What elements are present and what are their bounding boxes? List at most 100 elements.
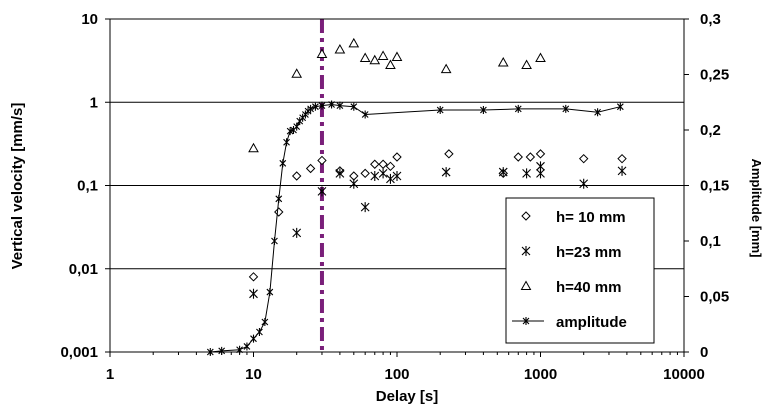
data-point-triangle bbox=[385, 59, 396, 70]
data-point-star bbox=[378, 168, 388, 179]
data-point-triangle bbox=[291, 68, 303, 78]
data-point-diamond bbox=[370, 159, 380, 169]
amplitude-point bbox=[318, 101, 326, 110]
x-axis-title: Delay [s] bbox=[376, 388, 439, 405]
data-point-triangle bbox=[316, 48, 328, 58]
y-tick-label: 1 bbox=[90, 94, 98, 111]
y2-tick-label: 0,05 bbox=[700, 289, 729, 306]
data-point-star bbox=[536, 168, 545, 179]
data-point-diamond bbox=[444, 149, 454, 159]
legend-marker-diamond bbox=[521, 211, 531, 221]
data-point-diamond bbox=[513, 152, 523, 162]
x-tick-label: 10000 bbox=[663, 366, 705, 383]
data-point-star bbox=[579, 178, 589, 189]
data-point-diamond bbox=[378, 159, 388, 169]
data-point-triangle bbox=[497, 57, 509, 67]
legend-item-h23: h=23 mm bbox=[521, 244, 621, 261]
data-point-star bbox=[349, 178, 359, 189]
data-point-diamond bbox=[578, 153, 589, 164]
amplitude-point bbox=[307, 104, 314, 113]
amplitude-point bbox=[436, 106, 444, 115]
data-point-diamond bbox=[525, 152, 536, 162]
legend-label-h10: h= 10 mm bbox=[556, 209, 626, 226]
y2-tick-label: 0,1 bbox=[700, 233, 721, 250]
legend-star bbox=[522, 317, 530, 325]
data-point-star bbox=[522, 168, 531, 179]
y2-tick-label: 0,15 bbox=[700, 178, 729, 195]
y2-tick-label: 0,3 bbox=[700, 11, 721, 28]
legend-marker-star bbox=[521, 246, 531, 256]
data-point-diamond bbox=[291, 171, 302, 181]
data-point-star bbox=[441, 167, 451, 178]
data-point-star bbox=[498, 167, 508, 178]
data-point-star bbox=[386, 173, 395, 184]
data-point-triangle bbox=[440, 63, 452, 74]
data-point-triangle bbox=[521, 59, 532, 70]
y-tick-label: 0,1 bbox=[77, 178, 98, 195]
data-point-diamond bbox=[617, 153, 627, 164]
amplitude-point bbox=[279, 159, 287, 168]
x-tick-label: 100 bbox=[384, 366, 409, 383]
legend-box bbox=[505, 197, 655, 344]
y2-tick-label: 0 bbox=[700, 344, 708, 361]
x-tick-label: 1 bbox=[106, 366, 114, 383]
data-point-diamond bbox=[305, 163, 316, 174]
amplitude-point bbox=[275, 194, 283, 203]
data-point-diamond bbox=[385, 161, 396, 172]
data-point-diamond bbox=[248, 272, 259, 282]
data-point-triangle bbox=[369, 54, 381, 65]
data-point-diamond bbox=[535, 149, 546, 159]
amplitude-point bbox=[480, 106, 487, 115]
amplitude-point bbox=[594, 108, 601, 117]
amplitude-point bbox=[328, 100, 335, 109]
amplitude-point bbox=[361, 110, 369, 119]
amplitude-point bbox=[562, 104, 570, 113]
data-point-star bbox=[370, 171, 380, 182]
legend-label-amplitude: amplitude bbox=[556, 314, 627, 331]
amplitude-point bbox=[616, 102, 624, 111]
y2-tick-label: 0,25 bbox=[700, 67, 729, 84]
data-point-star bbox=[392, 171, 402, 182]
data-point-triangle bbox=[348, 37, 360, 48]
amplitude-point bbox=[261, 318, 269, 327]
legend-item-amplitude: amplitude bbox=[512, 314, 627, 331]
data-point-triangle bbox=[391, 51, 403, 61]
amplitude-point bbox=[336, 101, 344, 110]
series-star bbox=[249, 161, 627, 299]
legend-marker-triangle bbox=[520, 280, 532, 290]
data-point-star bbox=[292, 227, 302, 238]
data-point-star bbox=[335, 168, 345, 179]
data-point-star bbox=[249, 288, 258, 299]
x-tick-label: 1000 bbox=[524, 366, 557, 383]
data-point-star bbox=[617, 165, 627, 176]
amplitude-point bbox=[250, 334, 257, 343]
amplitude-point bbox=[271, 237, 278, 245]
legend-label-h23: h=23 mm bbox=[556, 244, 621, 261]
y-tick-label: 0,001 bbox=[60, 344, 98, 361]
y-tick-label: 0,01 bbox=[69, 261, 98, 278]
series-triangle bbox=[248, 37, 546, 153]
amplitude-point bbox=[514, 104, 522, 113]
data-point-triangle bbox=[248, 142, 259, 153]
legend-symbol bbox=[521, 211, 531, 221]
data-point-star bbox=[360, 202, 370, 213]
data-point-diamond bbox=[317, 155, 327, 166]
amplitude-point bbox=[266, 288, 274, 297]
y-tick-label: 10 bbox=[81, 11, 98, 28]
legend: h= 10 mm h=23 mm h=40 mm amplitude bbox=[505, 197, 655, 344]
legend-marker-star-line bbox=[512, 317, 544, 325]
legend-label-h40: h=40 mm bbox=[556, 279, 621, 296]
series-layer bbox=[206, 19, 627, 356]
data-point-star bbox=[317, 186, 327, 197]
data-point-triangle bbox=[535, 52, 546, 63]
amplitude-point bbox=[243, 342, 251, 351]
x-tick-label: 10 bbox=[245, 366, 262, 383]
data-point-diamond bbox=[392, 152, 402, 162]
amplitude-point bbox=[312, 102, 319, 111]
amplitude-point bbox=[350, 102, 358, 111]
amplitude-point bbox=[283, 138, 290, 147]
legend-symbol bbox=[521, 246, 531, 256]
legend-symbol bbox=[520, 280, 532, 290]
